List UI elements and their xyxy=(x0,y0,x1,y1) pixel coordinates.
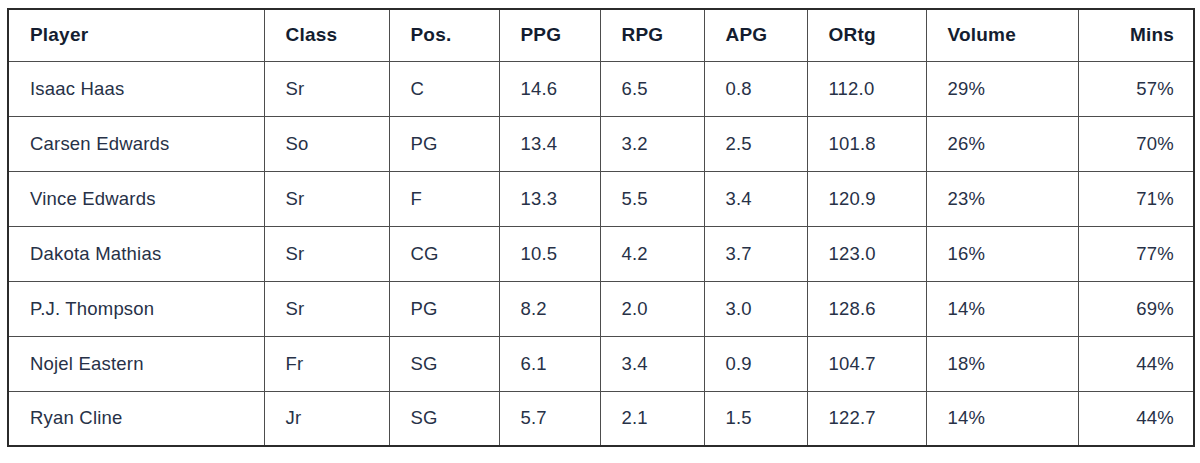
cell-mins: 69% xyxy=(1078,281,1194,336)
player-stats-table: Player Class Pos. PPG RPG APG ORtg Volum… xyxy=(7,8,1195,447)
cell-apg: 3.0 xyxy=(704,281,807,336)
column-header-volume: Volume xyxy=(926,9,1078,61)
cell-ortg: 120.9 xyxy=(807,171,926,226)
cell-class: Sr xyxy=(264,281,389,336)
cell-pos: PG xyxy=(389,116,499,171)
cell-ppg: 10.5 xyxy=(499,226,600,281)
column-header-ortg: ORtg xyxy=(807,9,926,61)
cell-pos: SG xyxy=(389,391,499,446)
cell-apg: 0.8 xyxy=(704,61,807,116)
cell-class: Sr xyxy=(264,171,389,226)
cell-mins: 57% xyxy=(1078,61,1194,116)
cell-rpg: 2.1 xyxy=(600,391,704,446)
cell-class: Jr xyxy=(264,391,389,446)
cell-rpg: 3.4 xyxy=(600,336,704,391)
cell-ortg: 112.0 xyxy=(807,61,926,116)
cell-volume: 26% xyxy=(926,116,1078,171)
cell-pos: PG xyxy=(389,281,499,336)
cell-pos: C xyxy=(389,61,499,116)
cell-ppg: 6.1 xyxy=(499,336,600,391)
table-row: Nojel EasternFrSG6.13.40.9104.718%44% xyxy=(8,336,1194,391)
column-header-rpg: RPG xyxy=(600,9,704,61)
column-header-player: Player xyxy=(8,9,264,61)
cell-apg: 0.9 xyxy=(704,336,807,391)
cell-rpg: 3.2 xyxy=(600,116,704,171)
cell-volume: 18% xyxy=(926,336,1078,391)
table-header: Player Class Pos. PPG RPG APG ORtg Volum… xyxy=(8,9,1194,61)
column-header-pos: Pos. xyxy=(389,9,499,61)
cell-apg: 3.4 xyxy=(704,171,807,226)
cell-ppg: 8.2 xyxy=(499,281,600,336)
cell-rpg: 5.5 xyxy=(600,171,704,226)
cell-volume: 16% xyxy=(926,226,1078,281)
cell-player: Carsen Edwards xyxy=(8,116,264,171)
cell-player: P.J. Thompson xyxy=(8,281,264,336)
cell-apg: 2.5 xyxy=(704,116,807,171)
cell-ortg: 123.0 xyxy=(807,226,926,281)
column-header-ppg: PPG xyxy=(499,9,600,61)
table-row: Isaac HaasSrC14.66.50.8112.029%57% xyxy=(8,61,1194,116)
cell-mins: 44% xyxy=(1078,391,1194,446)
header-row: Player Class Pos. PPG RPG APG ORtg Volum… xyxy=(8,9,1194,61)
cell-pos: SG xyxy=(389,336,499,391)
cell-ortg: 122.7 xyxy=(807,391,926,446)
cell-player: Vince Edwards xyxy=(8,171,264,226)
column-header-class: Class xyxy=(264,9,389,61)
cell-volume: 29% xyxy=(926,61,1078,116)
cell-player: Ryan Cline xyxy=(8,391,264,446)
column-header-mins: Mins xyxy=(1078,9,1194,61)
cell-class: Sr xyxy=(264,226,389,281)
cell-mins: 77% xyxy=(1078,226,1194,281)
cell-rpg: 4.2 xyxy=(600,226,704,281)
player-stats-table-container: Player Class Pos. PPG RPG APG ORtg Volum… xyxy=(7,8,1193,447)
table-row: Ryan ClineJrSG5.72.11.5122.714%44% xyxy=(8,391,1194,446)
cell-player: Dakota Mathias xyxy=(8,226,264,281)
column-header-apg: APG xyxy=(704,9,807,61)
table-row: Carsen EdwardsSoPG13.43.22.5101.826%70% xyxy=(8,116,1194,171)
cell-class: So xyxy=(264,116,389,171)
cell-mins: 44% xyxy=(1078,336,1194,391)
cell-ppg: 5.7 xyxy=(499,391,600,446)
cell-rpg: 6.5 xyxy=(600,61,704,116)
cell-player: Nojel Eastern xyxy=(8,336,264,391)
cell-volume: 14% xyxy=(926,281,1078,336)
table-row: Vince EdwardsSrF13.35.53.4120.923%71% xyxy=(8,171,1194,226)
cell-mins: 71% xyxy=(1078,171,1194,226)
cell-apg: 3.7 xyxy=(704,226,807,281)
table-row: P.J. ThompsonSrPG8.22.03.0128.614%69% xyxy=(8,281,1194,336)
cell-pos: CG xyxy=(389,226,499,281)
cell-pos: F xyxy=(389,171,499,226)
cell-ppg: 14.6 xyxy=(499,61,600,116)
cell-ortg: 101.8 xyxy=(807,116,926,171)
table-body: Isaac HaasSrC14.66.50.8112.029%57%Carsen… xyxy=(8,61,1194,446)
cell-ppg: 13.3 xyxy=(499,171,600,226)
cell-class: Sr xyxy=(264,61,389,116)
cell-ppg: 13.4 xyxy=(499,116,600,171)
cell-ortg: 104.7 xyxy=(807,336,926,391)
cell-class: Fr xyxy=(264,336,389,391)
cell-apg: 1.5 xyxy=(704,391,807,446)
cell-volume: 23% xyxy=(926,171,1078,226)
cell-ortg: 128.6 xyxy=(807,281,926,336)
cell-volume: 14% xyxy=(926,391,1078,446)
cell-rpg: 2.0 xyxy=(600,281,704,336)
table-row: Dakota MathiasSrCG10.54.23.7123.016%77% xyxy=(8,226,1194,281)
cell-player: Isaac Haas xyxy=(8,61,264,116)
cell-mins: 70% xyxy=(1078,116,1194,171)
